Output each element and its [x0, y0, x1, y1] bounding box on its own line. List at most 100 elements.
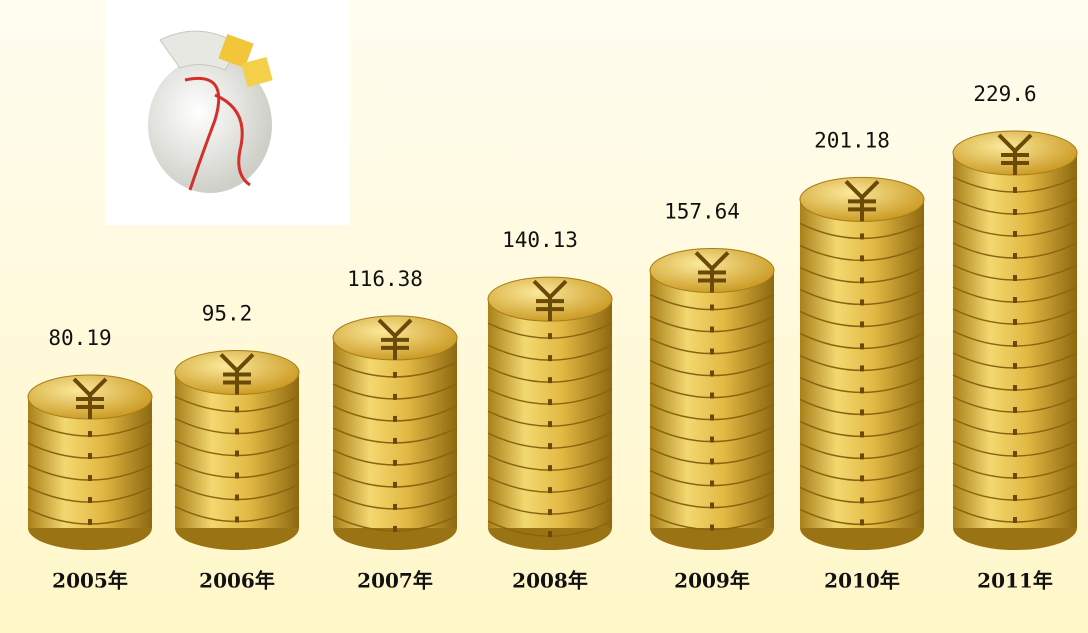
- coin-dot: [1013, 319, 1017, 325]
- coin-dot: [710, 436, 714, 443]
- coin-dot: [1013, 341, 1017, 347]
- coin-dot: [548, 333, 552, 340]
- coin-dot: [393, 481, 397, 488]
- value-label: 157.64: [664, 200, 740, 224]
- coin-stack: [332, 315, 458, 550]
- bar: [953, 153, 1077, 528]
- coin-dot: [393, 393, 397, 400]
- coin-dot: [1013, 517, 1017, 523]
- yen-sign: [377, 318, 413, 360]
- coin-dot: [710, 304, 714, 311]
- yen-sign: [844, 180, 880, 222]
- coin-dot: [710, 326, 714, 333]
- value-label: 116.38: [347, 267, 423, 291]
- coin-dot: [88, 475, 92, 482]
- coin-dot: [235, 428, 239, 435]
- coin-dot: [235, 494, 239, 501]
- coin-dot: [88, 431, 92, 438]
- coin-dot: [860, 277, 864, 284]
- x-tick-label: 2009年: [674, 569, 750, 593]
- coin-dot: [860, 409, 864, 416]
- coin-stack: [952, 130, 1078, 550]
- coin-dot: [710, 370, 714, 377]
- coin-dot: [1013, 495, 1017, 501]
- coin-dot: [860, 343, 864, 350]
- coin-dot: [548, 443, 552, 450]
- value-label: 95.2: [202, 302, 253, 326]
- yen-sign: [72, 377, 108, 420]
- coin-dot: [393, 415, 397, 422]
- x-tick-label: 2006年: [199, 569, 275, 593]
- yen-sign: [219, 353, 255, 395]
- yen-sign: [694, 251, 730, 293]
- yen-sign: [997, 133, 1033, 175]
- coin-dot: [860, 519, 864, 526]
- coin-dot: [548, 377, 552, 384]
- coin-dot: [1013, 363, 1017, 369]
- coin-dot: [710, 502, 714, 509]
- coin-dot: [860, 475, 864, 482]
- coin-dot: [710, 392, 714, 399]
- coin-dot: [393, 503, 397, 510]
- value-label: 229.6: [973, 82, 1036, 106]
- coin-dot: [710, 414, 714, 421]
- value-label: 140.13: [502, 228, 578, 252]
- coin-dot: [393, 371, 397, 378]
- coin-dot: [393, 525, 397, 532]
- coin-dot: [1013, 429, 1017, 435]
- coin-stack: [174, 350, 300, 550]
- coin-dot: [548, 531, 552, 538]
- coin-dot: [860, 431, 864, 438]
- coin-dot: [548, 355, 552, 362]
- x-tick-label: 2010年: [824, 569, 900, 593]
- coin-stack: [799, 176, 925, 550]
- coin-dot: [393, 459, 397, 466]
- coin-dot: [548, 399, 552, 406]
- coin-dot: [88, 453, 92, 460]
- coin-dot: [860, 321, 864, 328]
- coin-dot: [1013, 209, 1017, 215]
- x-tick-label: 2007年: [357, 569, 433, 593]
- bar: [333, 337, 457, 528]
- x-tick-label: 2008年: [512, 569, 588, 593]
- coin-dot: [860, 497, 864, 504]
- coin-dot: [1013, 275, 1017, 281]
- coin-stack: [487, 276, 613, 550]
- coin-stack: [27, 374, 153, 550]
- coin-dot: [860, 233, 864, 240]
- coin-dot: [548, 487, 552, 494]
- coin-dot: [1013, 187, 1017, 193]
- coin-dot: [235, 472, 239, 479]
- x-tick-label: 2005年: [52, 569, 128, 593]
- coin-dot: [710, 348, 714, 355]
- coin-dot: [88, 497, 92, 504]
- coin-dot: [88, 519, 92, 526]
- coin-dot: [710, 480, 714, 487]
- coin-dot: [860, 299, 864, 306]
- coin-dot: [393, 437, 397, 444]
- x-tick-label: 2011年: [977, 569, 1053, 593]
- coin-dot: [1013, 385, 1017, 391]
- coin-dot: [860, 255, 864, 262]
- coin-dot: [548, 465, 552, 472]
- coin-dot: [548, 421, 552, 428]
- coin-dot: [235, 516, 239, 523]
- coin-dot: [1013, 451, 1017, 457]
- bar: [175, 372, 299, 528]
- value-label: 80.19: [48, 326, 111, 350]
- coin-dot: [1013, 231, 1017, 237]
- coin-dot: [860, 453, 864, 460]
- yen-sign: [532, 279, 568, 322]
- coin-dot: [1013, 407, 1017, 413]
- coin-dot: [710, 524, 714, 531]
- coin-dot: [860, 387, 864, 394]
- value-label: 201.18: [814, 128, 890, 152]
- coin-dot: [860, 365, 864, 372]
- coin-dot: [1013, 297, 1017, 303]
- coin-dot: [235, 450, 239, 457]
- coin-dot: [1013, 473, 1017, 479]
- coin-dot: [235, 406, 239, 413]
- coin-dot: [548, 509, 552, 516]
- coin-stack: [649, 248, 775, 550]
